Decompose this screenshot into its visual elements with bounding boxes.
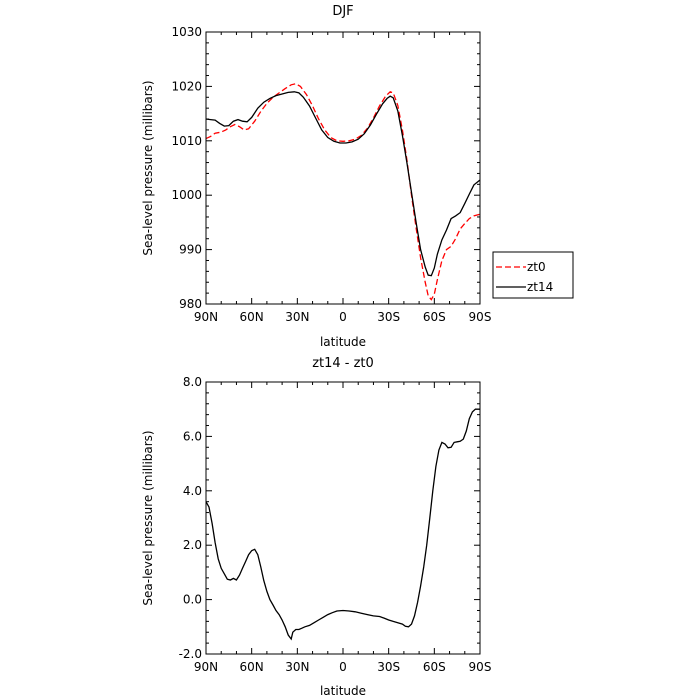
- top-series-lines: [205, 83, 481, 301]
- x-tick-label: 30N: [285, 660, 309, 674]
- legend-label-zt14: zt14: [527, 280, 553, 294]
- x-tick-label: 0: [339, 660, 347, 674]
- x-tick-label: 60N: [240, 660, 264, 674]
- x-tick-label: 90N: [194, 660, 218, 674]
- y-tick-label: 4.0: [183, 484, 202, 498]
- x-tick-label: 30N: [285, 310, 309, 324]
- x-tick-label: 90S: [469, 660, 492, 674]
- bottom-y-ticks: -2.0 0.0 2.0 4.0 6.0 8.0: [179, 375, 480, 661]
- bottom-plot-frame: [205, 381, 481, 655]
- top-y-axis-label: Sea-level pressure (millibars): [141, 80, 155, 255]
- top-chart-title: DJF: [332, 4, 353, 19]
- series-line-zt0: [205, 83, 481, 301]
- x-tick-label: 30S: [377, 310, 400, 324]
- x-tick-label: 60S: [423, 660, 446, 674]
- bottom-panel: zt14 - zt0 90N 60N 30N 0 30S 60S 90S -2.0 0.0 2.…: [141, 356, 491, 698]
- y-tick-label: 1020: [171, 79, 202, 93]
- top-x-axis-label: latitude: [320, 335, 366, 349]
- top-legend: zt0 zt14: [492, 251, 574, 299]
- y-tick-label: 6.0: [183, 429, 202, 443]
- y-tick-label: 980: [179, 297, 202, 311]
- x-tick-label: 90N: [194, 310, 218, 324]
- bottom-x-axis-label: latitude: [320, 684, 366, 698]
- top-plot-frame: [205, 31, 481, 305]
- bottom-chart-title: zt14 - zt0: [312, 356, 374, 371]
- x-tick-label: 60S: [423, 310, 446, 324]
- top-x-ticks: 90N 60N 30N 0 30S 60S 90S: [194, 32, 492, 324]
- legend-label-zt0: zt0: [527, 260, 546, 274]
- bottom-x-ticks: 90N 60N 30N 0 30S 60S 90S: [194, 382, 492, 674]
- y-tick-label: 1030: [171, 25, 202, 39]
- difference-line: [205, 408, 480, 641]
- y-tick-label: 990: [179, 243, 202, 257]
- y-tick-label: 8.0: [183, 375, 202, 389]
- bottom-series-lines: [205, 408, 480, 641]
- y-tick-label: 1000: [171, 188, 202, 202]
- legend-box: [492, 251, 574, 299]
- y-tick-label: 1010: [171, 134, 202, 148]
- y-tick-label: 0.0: [183, 593, 202, 607]
- x-tick-label: 60N: [240, 310, 264, 324]
- top-panel: DJF 90N 60N 30N 0 30S 60S 90S 980 990 1000 1010 10…: [141, 4, 574, 349]
- series-line-zt14: [205, 91, 481, 277]
- top-y-ticks: 980 990 1000 1010 1020 1030: [171, 25, 480, 311]
- y-tick-label: -2.0: [179, 647, 202, 661]
- x-tick-label: 0: [339, 310, 347, 324]
- x-tick-label: 90S: [469, 310, 492, 324]
- x-tick-label: 30S: [377, 660, 400, 674]
- bottom-y-axis-label: Sea-level pressure (millibars): [141, 430, 155, 605]
- y-tick-label: 2.0: [183, 538, 202, 552]
